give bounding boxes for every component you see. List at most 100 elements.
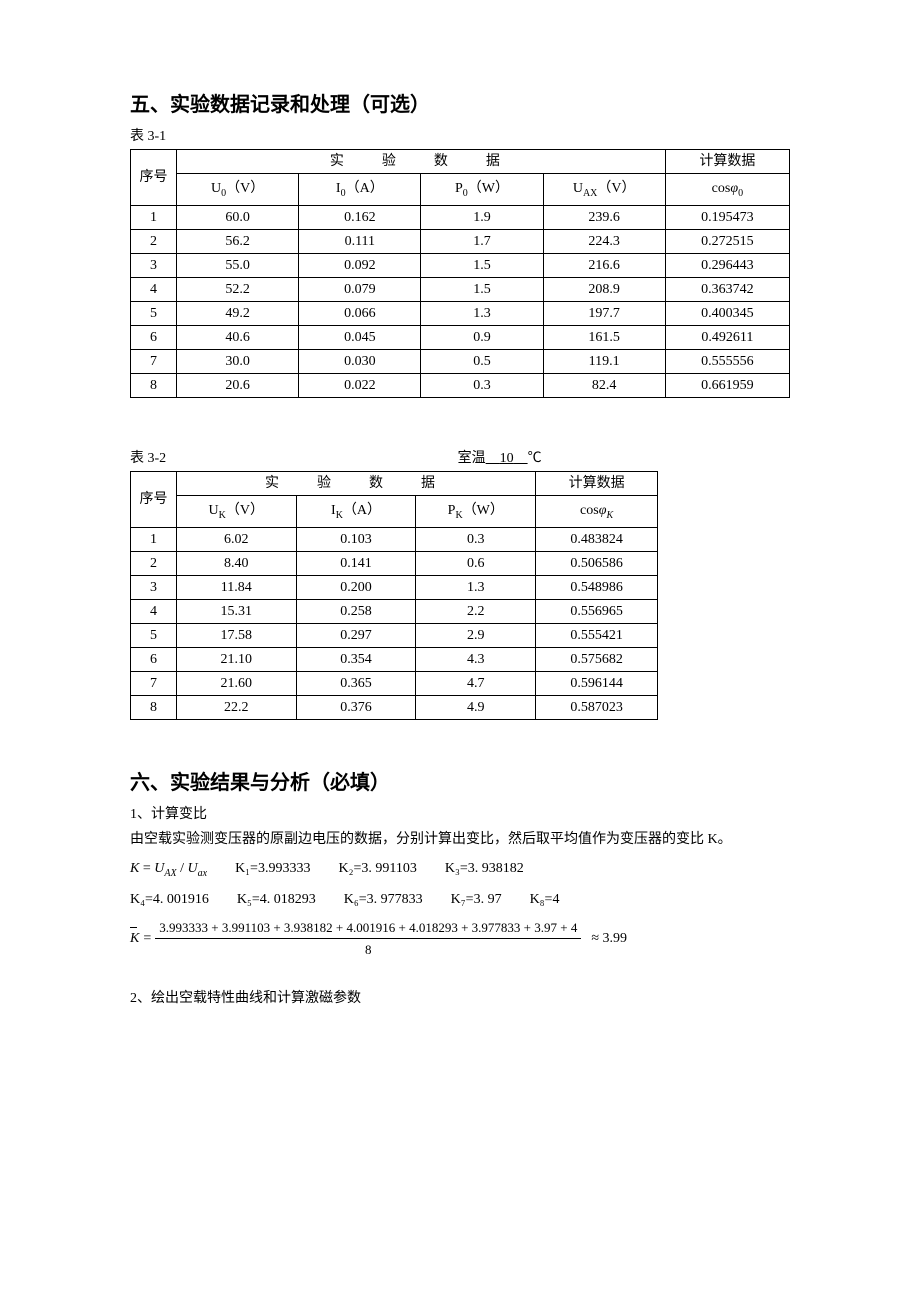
sub: K bbox=[606, 510, 613, 521]
col-pk: PK（W） bbox=[416, 496, 536, 528]
table-3-2: 序号 实 验 数 据 计算数据 UK（V） IK（A） PK（W） cosφK … bbox=[130, 471, 658, 720]
unit: （V） bbox=[226, 503, 264, 518]
room-temp: 室温 10 ℃ bbox=[341, 448, 658, 469]
table-row: 452.20.0791.5208.90.363742 bbox=[131, 278, 790, 302]
k-mean-formula: K = 3.993333 + 3.991103 + 3.938182 + 4.0… bbox=[130, 918, 800, 960]
cell: 1 bbox=[131, 528, 177, 552]
k5: K₅=4. 018293 bbox=[237, 889, 316, 910]
cell: 0.483824 bbox=[536, 528, 658, 552]
room-temp-label: 室温 bbox=[458, 451, 486, 466]
k8: K₈=4 bbox=[530, 889, 560, 910]
u2: U bbox=[187, 861, 197, 876]
cell: 216.6 bbox=[543, 254, 665, 278]
cell: 224.3 bbox=[543, 230, 665, 254]
cell: 0.296443 bbox=[665, 254, 789, 278]
k4: K₄=4. 001916 bbox=[130, 889, 209, 910]
eq: = bbox=[143, 928, 151, 949]
room-temp-value: 10 bbox=[500, 451, 514, 466]
cell: 0.376 bbox=[296, 696, 416, 720]
denominator: 8 bbox=[365, 939, 372, 960]
table-row: 311.840.2001.30.548986 bbox=[131, 576, 658, 600]
k2: K₂=3. 991103 bbox=[338, 858, 416, 879]
table-3-1: 序号 实 验 数 据 计算数据 U0（V） I0（A） P0（W） UAX（V）… bbox=[130, 149, 790, 398]
cell: 0.045 bbox=[299, 326, 421, 350]
cell: 0.272515 bbox=[665, 230, 789, 254]
sub: AX bbox=[583, 188, 597, 199]
table-row: 621.100.3544.30.575682 bbox=[131, 648, 658, 672]
cell: 208.9 bbox=[543, 278, 665, 302]
cell: 0.111 bbox=[299, 230, 421, 254]
cell: 52.2 bbox=[177, 278, 299, 302]
table-row: U0（V） I0（A） P0（W） UAX（V） cosφ0 bbox=[131, 174, 790, 206]
table-row: 256.20.1111.7224.30.272515 bbox=[131, 230, 790, 254]
pre: cos bbox=[580, 503, 599, 518]
cell: 0.575682 bbox=[536, 648, 658, 672]
cell: 0.258 bbox=[296, 600, 416, 624]
cell: 0.297 bbox=[296, 624, 416, 648]
cell: 0.200 bbox=[296, 576, 416, 600]
sub: 0 bbox=[738, 188, 743, 199]
sym: U bbox=[211, 181, 221, 196]
item-1-body: 由空载实验测变压器的原副边电压的数据，分别计算出变比，然后取平均值作为变压器的变… bbox=[130, 829, 800, 850]
cell: 1 bbox=[131, 206, 177, 230]
table-row: 355.00.0921.5216.60.296443 bbox=[131, 254, 790, 278]
k-formula-line-2: K₄=4. 001916 K₅=4. 018293 K₆=3. 977833 K… bbox=[130, 889, 800, 910]
seq-header: 序号 bbox=[131, 472, 177, 528]
table-row: 517.580.2972.90.555421 bbox=[131, 624, 658, 648]
u1sub: AX bbox=[164, 868, 176, 879]
table-row: 16.020.1030.30.483824 bbox=[131, 528, 658, 552]
cell: 0.022 bbox=[299, 374, 421, 398]
cell: 0.661959 bbox=[665, 374, 789, 398]
cell: 0.195473 bbox=[665, 206, 789, 230]
sub: K bbox=[336, 510, 343, 521]
sym: U bbox=[209, 503, 219, 518]
sub: K bbox=[455, 510, 462, 521]
k-bar: K bbox=[130, 928, 139, 949]
col-ik: IK（A） bbox=[296, 496, 416, 528]
col-cosphi: cosφK bbox=[536, 496, 658, 528]
cell: 56.2 bbox=[177, 230, 299, 254]
cell: 0.492611 bbox=[665, 326, 789, 350]
cell: 1.9 bbox=[421, 206, 543, 230]
table-row: 序号 实 验 数 据 计算数据 bbox=[131, 150, 790, 174]
col-u0: U0（V） bbox=[177, 174, 299, 206]
cell: 17.58 bbox=[176, 624, 296, 648]
sym: φ bbox=[730, 181, 738, 196]
unit: （A） bbox=[346, 181, 384, 196]
cell: 0.5 bbox=[421, 350, 543, 374]
cell: 21.10 bbox=[176, 648, 296, 672]
col-uk: UK（V） bbox=[176, 496, 296, 528]
unit: （W） bbox=[468, 181, 509, 196]
cell: 0.555421 bbox=[536, 624, 658, 648]
table-row: 160.00.1621.9239.60.195473 bbox=[131, 206, 790, 230]
item-2-title: 2、绘出空载特性曲线和计算激磁参数 bbox=[130, 988, 800, 1009]
cell: 3 bbox=[131, 576, 177, 600]
cell: 0.363742 bbox=[665, 278, 789, 302]
cell: 0.103 bbox=[296, 528, 416, 552]
exp-header-text: 实 验 数 据 bbox=[265, 476, 447, 491]
k-lhs: K bbox=[130, 861, 139, 876]
seq-header: 序号 bbox=[131, 150, 177, 206]
cell: 4.9 bbox=[416, 696, 536, 720]
cell: 5 bbox=[131, 302, 177, 326]
sym: U bbox=[573, 181, 583, 196]
cell: 8 bbox=[131, 696, 177, 720]
col-p0: P0（W） bbox=[421, 174, 543, 206]
cell: 82.4 bbox=[543, 374, 665, 398]
cell: 4.7 bbox=[416, 672, 536, 696]
col-uax: UAX（V） bbox=[543, 174, 665, 206]
room-temp-unit: ℃ bbox=[528, 451, 542, 466]
k6: K₆=3. 977833 bbox=[344, 889, 423, 910]
cell: 1.7 bbox=[421, 230, 543, 254]
cell: 3 bbox=[131, 254, 177, 278]
cell: 0.587023 bbox=[536, 696, 658, 720]
table-row: UK（V） IK（A） PK（W） cosφK bbox=[131, 496, 658, 528]
cell: 0.092 bbox=[299, 254, 421, 278]
sub: K bbox=[219, 510, 226, 521]
cell: 7 bbox=[131, 672, 177, 696]
cell: 4 bbox=[131, 278, 177, 302]
cell: 6.02 bbox=[176, 528, 296, 552]
k3: K₃=3. 938182 bbox=[445, 858, 524, 879]
cell: 49.2 bbox=[177, 302, 299, 326]
cell: 0.548986 bbox=[536, 576, 658, 600]
